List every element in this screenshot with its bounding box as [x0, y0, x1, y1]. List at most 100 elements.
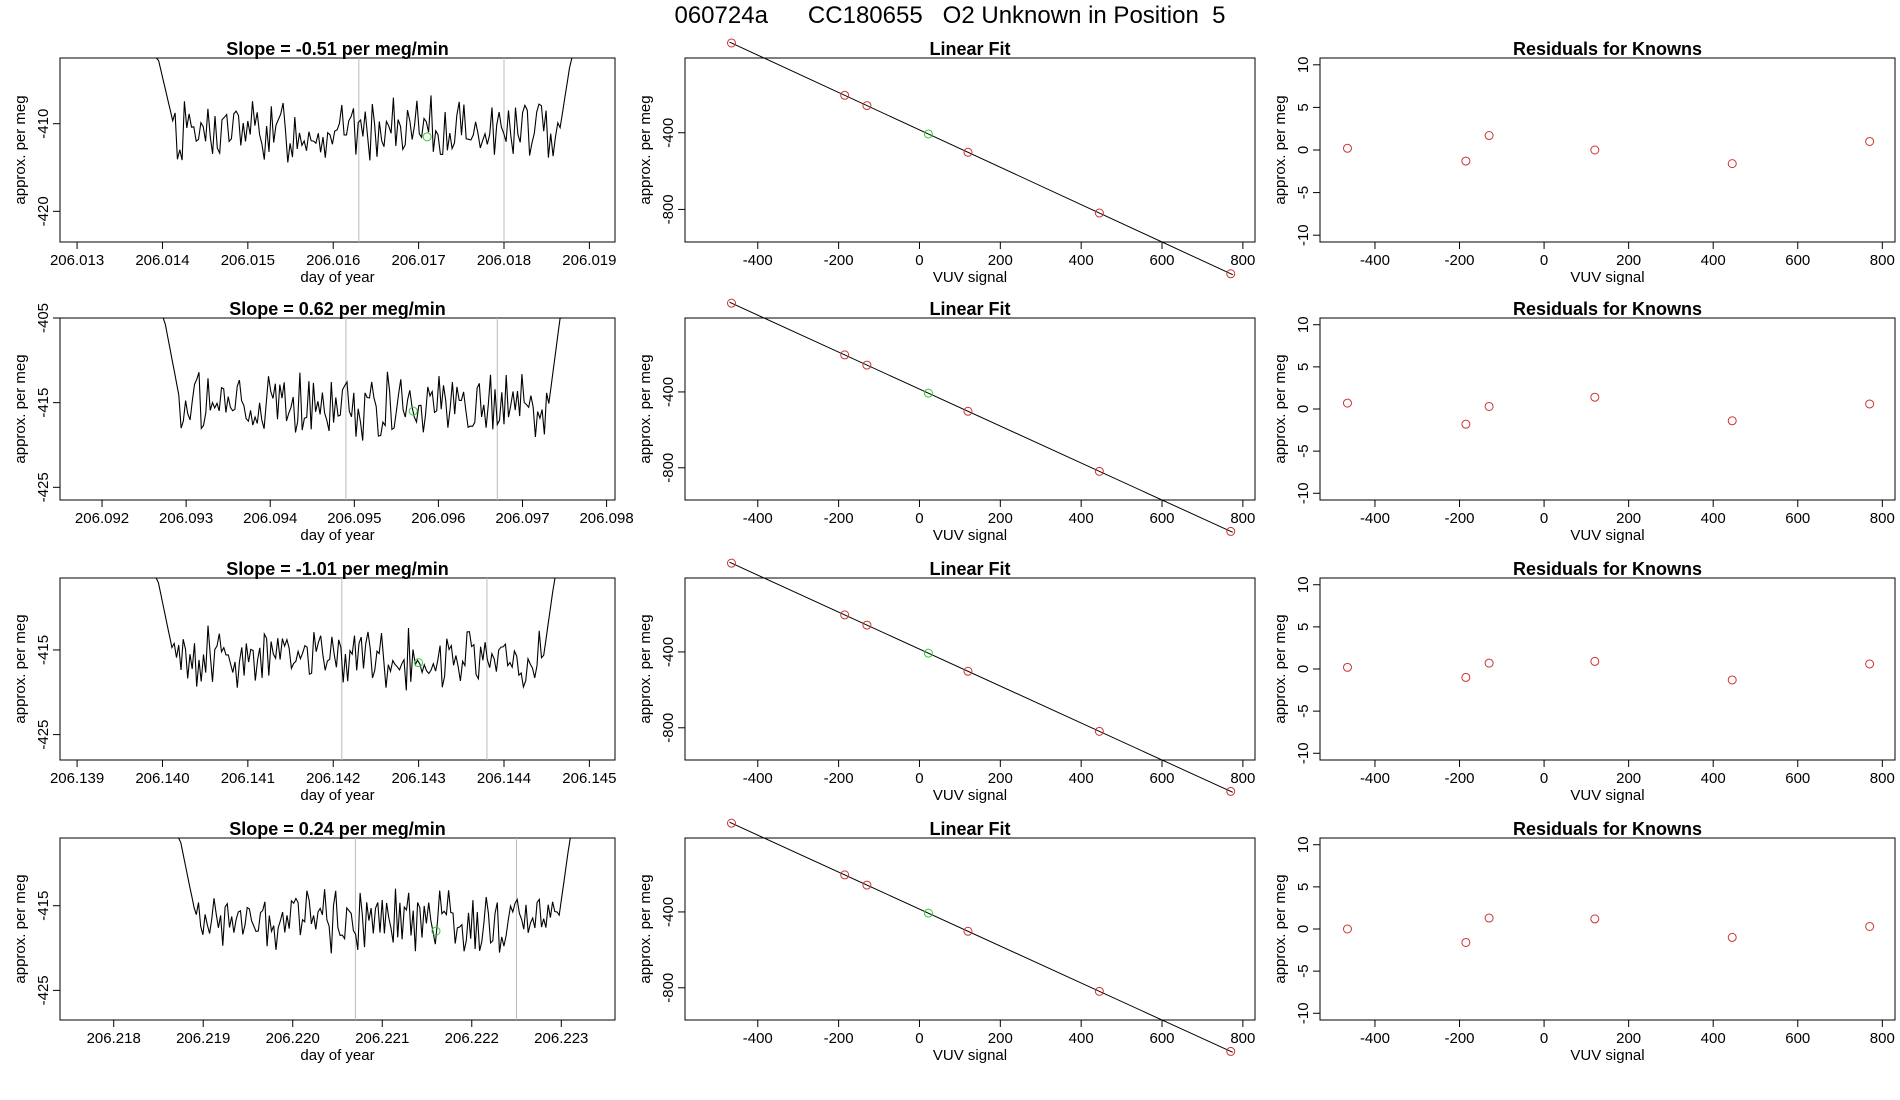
x-axis-label: day of year — [300, 1047, 374, 1064]
known-point — [1226, 269, 1236, 279]
y-tick-label: -420 — [35, 196, 52, 226]
x-tick-label: 206.141 — [221, 770, 275, 787]
x-tick-label: 800 — [1230, 252, 1255, 269]
fit-line — [729, 561, 1233, 793]
residual-point — [1484, 131, 1494, 141]
y-tick-label: 5 — [1295, 623, 1312, 631]
x-axis-label: day of year — [300, 527, 374, 544]
y-tick-label: -800 — [660, 194, 677, 224]
plot-title: Linear Fit — [929, 559, 1010, 579]
x-axis-label: VUV signal — [933, 1047, 1007, 1064]
x-tick-label: 400 — [1701, 1030, 1726, 1047]
x-tick-label: 600 — [1150, 510, 1175, 527]
x-tick-label: 206.096 — [411, 510, 465, 527]
y-tick-label: -5 — [1295, 964, 1312, 977]
y-tick-label: -425 — [35, 472, 52, 502]
unknown-point — [408, 406, 418, 416]
y-axis-label: approx. per meg — [1272, 874, 1289, 983]
x-tick-label: 0 — [915, 252, 923, 269]
known-point — [862, 620, 872, 630]
y-tick-label: -5 — [1295, 704, 1312, 717]
known-point — [862, 360, 872, 370]
known-point — [963, 406, 973, 416]
y-tick-label: 5 — [1295, 103, 1312, 111]
known-point — [1094, 986, 1104, 996]
known-point — [862, 101, 872, 111]
x-tick-label: -400 — [1360, 252, 1390, 269]
x-tick-label: 206.223 — [534, 1030, 588, 1047]
y-tick-label: 0 — [1295, 665, 1312, 673]
x-tick-label: 600 — [1150, 770, 1175, 787]
x-tick-label: 800 — [1230, 770, 1255, 787]
plot-frame — [684, 577, 1256, 761]
x-axis-label: VUV signal — [933, 527, 1007, 544]
x-tick-label: 206.142 — [306, 770, 360, 787]
unknown-point — [923, 908, 933, 918]
y-axis-label: approx. per meg — [637, 354, 654, 463]
x-tick-label: 400 — [1701, 770, 1726, 787]
known-point — [726, 38, 736, 48]
plot-title: Linear Fit — [929, 299, 1010, 319]
residual-point — [1727, 675, 1737, 685]
fit-line — [729, 821, 1233, 1053]
residual-point — [1484, 401, 1494, 411]
x-tick-label: 200 — [988, 510, 1013, 527]
residual-point — [1484, 913, 1494, 923]
plot-title: Residuals for Knowns — [1513, 559, 1702, 579]
y-tick-label: 10 — [1295, 56, 1312, 73]
x-tick-label: 0 — [1540, 252, 1548, 269]
x-tick-label: 800 — [1870, 1030, 1895, 1047]
x-tick-label: 800 — [1230, 510, 1255, 527]
y-tick-label: -10 — [1295, 742, 1312, 764]
plot-title: Slope = 0.24 per meg/min — [229, 819, 446, 839]
known-point — [726, 818, 736, 828]
x-tick-label: 200 — [988, 252, 1013, 269]
x-tick-label: 600 — [1785, 510, 1810, 527]
x-tick-label: 206.017 — [391, 252, 445, 269]
x-tick-label: 0 — [1540, 510, 1548, 527]
fit-line — [729, 301, 1233, 533]
x-tick-label: 206.018 — [477, 252, 531, 269]
signal-trace — [154, 58, 577, 162]
x-tick-label: 206.092 — [75, 510, 129, 527]
signal-trace — [154, 578, 560, 690]
plot-title: Linear Fit — [929, 39, 1010, 59]
y-tick-label: 10 — [1295, 316, 1312, 333]
x-tick-label: 400 — [1069, 252, 1094, 269]
x-tick-label: 600 — [1150, 252, 1175, 269]
x-tick-label: 206.220 — [266, 1030, 320, 1047]
y-tick-label: -400 — [660, 897, 677, 927]
residual-point — [1342, 398, 1352, 408]
residual-point — [1727, 416, 1737, 426]
residual-point — [1590, 392, 1600, 402]
x-tick-label: 200 — [1616, 770, 1641, 787]
plot-frame — [684, 837, 1256, 1021]
x-tick-label: 206.095 — [327, 510, 381, 527]
known-point — [1094, 726, 1104, 736]
unknown-point — [923, 648, 933, 658]
y-tick-label: -405 — [35, 303, 52, 333]
y-tick-label: -400 — [660, 377, 677, 407]
x-tick-label: 206.016 — [306, 252, 360, 269]
x-tick-label: 206.097 — [495, 510, 549, 527]
residual-point — [1484, 658, 1494, 668]
known-point — [840, 610, 850, 620]
x-tick-label: 0 — [915, 1030, 923, 1047]
x-tick-label: 400 — [1701, 510, 1726, 527]
x-axis-label: VUV signal — [933, 269, 1007, 286]
fit-line — [729, 41, 1233, 276]
residual-point — [1865, 659, 1875, 669]
plot-title: Residuals for Knowns — [1513, 299, 1702, 319]
x-tick-label: 600 — [1785, 770, 1810, 787]
x-tick-label: -400 — [1360, 510, 1390, 527]
y-axis-label: approx. per meg — [1272, 95, 1289, 204]
y-tick-label: -400 — [660, 118, 677, 148]
y-tick-label: 10 — [1295, 836, 1312, 853]
x-tick-label: -200 — [824, 1030, 854, 1047]
x-tick-label: 800 — [1870, 510, 1895, 527]
y-tick-label: 10 — [1295, 576, 1312, 593]
plot-frame — [1319, 317, 1896, 501]
known-point — [726, 298, 736, 308]
known-point — [840, 350, 850, 360]
y-axis-label: approx. per meg — [1272, 354, 1289, 463]
